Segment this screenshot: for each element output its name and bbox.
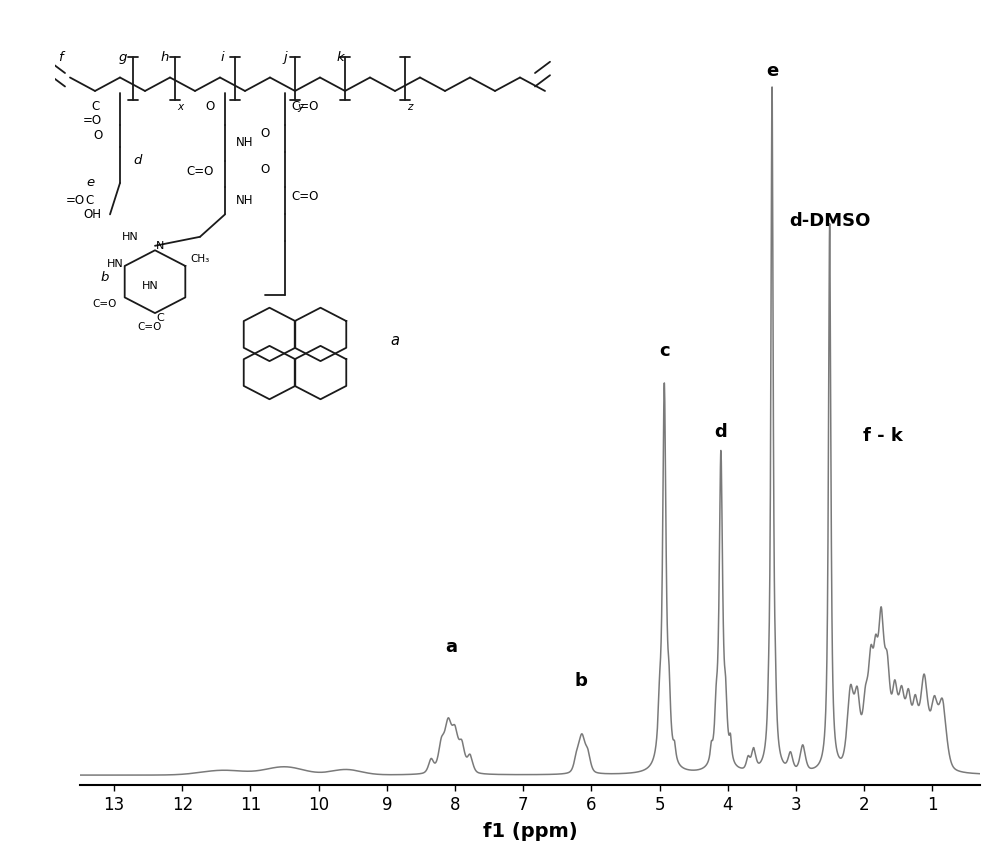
Text: NH: NH <box>236 136 254 149</box>
Text: C: C <box>91 100 99 113</box>
Text: NH: NH <box>236 194 254 207</box>
Text: O: O <box>260 163 270 176</box>
Text: C=O: C=O <box>93 299 117 309</box>
Text: a: a <box>390 332 400 348</box>
Text: e: e <box>766 62 778 80</box>
Text: a: a <box>446 638 458 656</box>
Text: C=O: C=O <box>291 100 319 113</box>
Text: g: g <box>118 51 127 64</box>
Text: k: k <box>336 51 344 64</box>
Text: HN: HN <box>107 259 123 268</box>
Text: O: O <box>205 100 215 113</box>
Text: d: d <box>133 154 142 167</box>
Text: f - k: f - k <box>863 427 903 444</box>
Text: e: e <box>86 176 94 190</box>
Text: CH₃: CH₃ <box>190 255 210 264</box>
Text: HN: HN <box>142 281 158 291</box>
Text: O: O <box>93 129 102 142</box>
Text: i: i <box>221 51 224 64</box>
Text: z: z <box>407 102 413 111</box>
Text: d: d <box>715 424 727 441</box>
Text: C=O: C=O <box>291 190 319 203</box>
Text: O: O <box>260 127 270 140</box>
Text: d-DMSO: d-DMSO <box>789 212 871 230</box>
Text: j: j <box>283 51 287 64</box>
Text: y: y <box>297 102 303 111</box>
Text: b: b <box>101 271 109 284</box>
X-axis label: f1 (ppm): f1 (ppm) <box>483 822 577 841</box>
Text: C=O: C=O <box>138 322 162 331</box>
Text: C: C <box>86 194 94 207</box>
Text: N: N <box>156 241 164 251</box>
Text: h: h <box>161 51 169 64</box>
Text: =O: =O <box>83 114 102 127</box>
Text: =O: =O <box>65 194 85 207</box>
Text: C: C <box>156 312 164 323</box>
Text: C=O: C=O <box>186 165 214 179</box>
Text: HN: HN <box>122 232 138 242</box>
Text: b: b <box>575 672 588 690</box>
Text: c: c <box>659 342 670 360</box>
Text: OH: OH <box>84 208 102 221</box>
Text: x: x <box>177 102 183 111</box>
Text: f: f <box>58 51 62 64</box>
